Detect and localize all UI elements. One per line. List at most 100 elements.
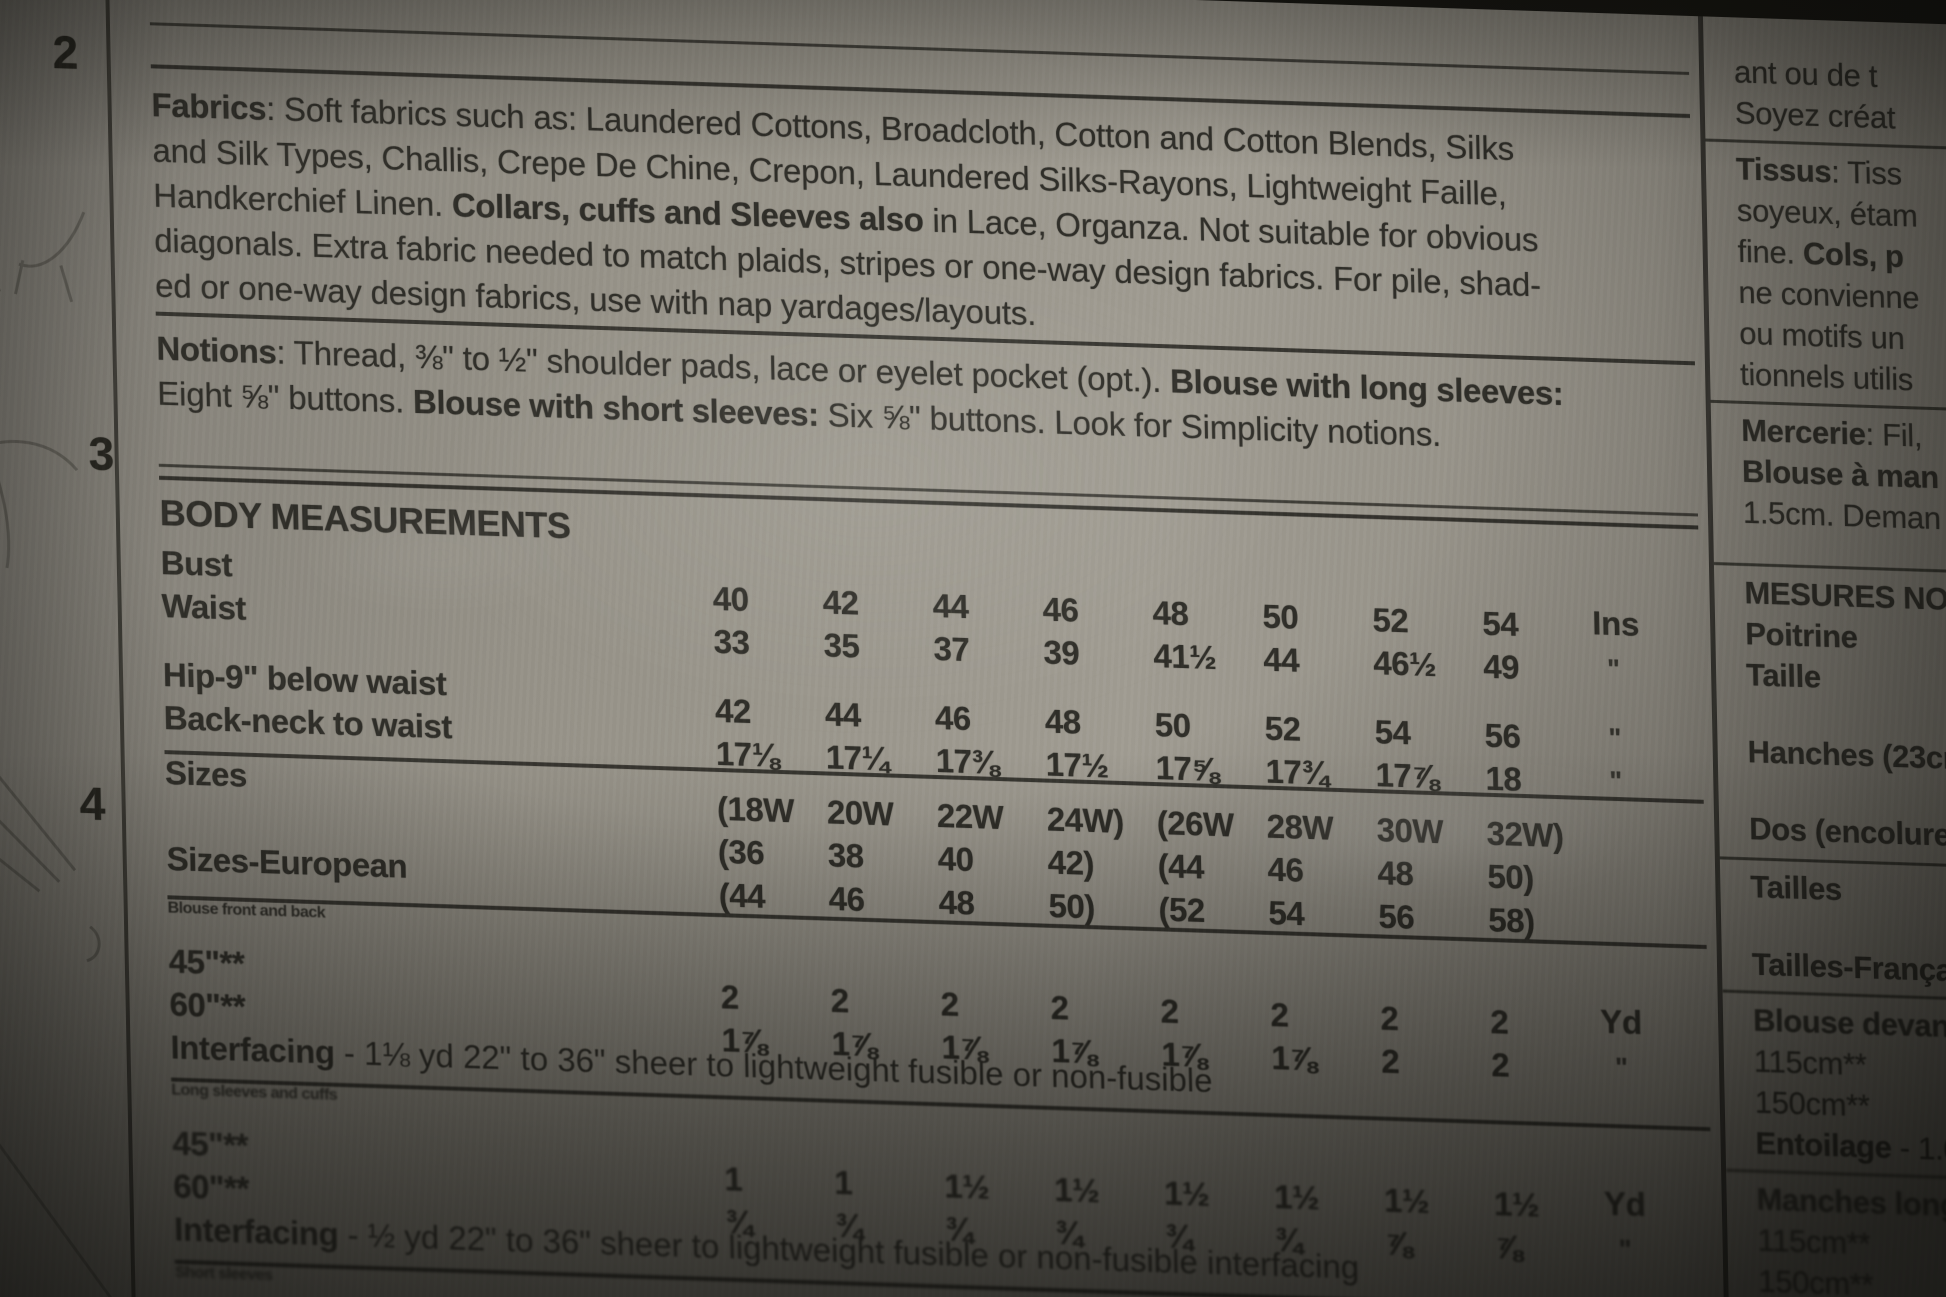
row-value: 2 bbox=[720, 978, 740, 1016]
view-number-3: 3 bbox=[88, 427, 115, 481]
row-value: 50) bbox=[1048, 886, 1096, 926]
row-value: 1⅞ bbox=[1161, 1035, 1207, 1074]
row-value: 2 bbox=[1380, 1042, 1400, 1081]
french-section: Mercerie: Fil, Blouse à man 1.5cm. Deman bbox=[1710, 399, 1946, 547]
row-value: 2 bbox=[1490, 1003, 1509, 1041]
french-section: Blouse devant et115cm**150cm**Entoilage … bbox=[1722, 989, 1946, 1177]
text-line: Soyez créat bbox=[1734, 95, 1896, 136]
row-unit bbox=[1597, 857, 1707, 861]
row-unit: " bbox=[1618, 1234, 1632, 1265]
french-section: Tissus: Tiss soyeux, étam fine. Cols, p ne … bbox=[1705, 138, 1946, 409]
row-value: 48 bbox=[1152, 593, 1189, 633]
row-value: ⅞ bbox=[1384, 1224, 1413, 1263]
french-section: Tailles Tailles-Français bbox=[1719, 856, 1946, 998]
main-column: Fabrics: Soft fabrics such as: Laundered… bbox=[109, 0, 1728, 1297]
row-value: 56 bbox=[1484, 716, 1521, 755]
row-value: 52 bbox=[1372, 601, 1409, 640]
row-unit: " bbox=[1614, 1052, 1628, 1083]
row-value: 1½ bbox=[1053, 1171, 1100, 1210]
row-value: 56 bbox=[1378, 897, 1415, 936]
row-value: (36 bbox=[717, 833, 765, 872]
row-unit: Ins bbox=[1591, 604, 1640, 643]
text-line: 1.5cm. Deman bbox=[1742, 494, 1942, 537]
row-value: 2 bbox=[830, 981, 849, 1020]
row-value: ¾ bbox=[944, 1210, 973, 1249]
row-value: 46 bbox=[828, 879, 865, 918]
row-value: ¾ bbox=[1164, 1217, 1193, 1256]
body-measurements-table: Bust 40 42 44 46 48 50 52 54 Ins Waist 33 35 37 39 41½ 4… bbox=[160, 544, 1703, 798]
row-value: 2 bbox=[1050, 988, 1069, 1027]
row-value: 38 bbox=[827, 836, 864, 875]
row-unit: " bbox=[1609, 765, 1623, 797]
row-value: 46 bbox=[1267, 850, 1304, 889]
row-value: 17⅜ bbox=[935, 741, 999, 782]
french-section: ant ou de t Soyez créat bbox=[1734, 51, 1946, 147]
row-unit: " bbox=[1606, 653, 1620, 685]
row-value: 24W) bbox=[1046, 800, 1125, 841]
row-value: 46½ bbox=[1372, 644, 1437, 684]
row-value: 17½ bbox=[1045, 745, 1109, 785]
row-value: 37 bbox=[933, 629, 970, 669]
row-unit bbox=[1596, 814, 1706, 818]
row-value: 1½ bbox=[1493, 1185, 1540, 1224]
top-rule bbox=[149, 22, 1690, 75]
row-value: 46 bbox=[1042, 590, 1079, 629]
row-value: 42 bbox=[714, 691, 752, 731]
row-value: 48 bbox=[1377, 854, 1414, 893]
row-value: 1½ bbox=[943, 1167, 990, 1206]
row-value: 44 bbox=[932, 586, 969, 626]
row-value: 2 bbox=[1380, 999, 1399, 1038]
text-line: tionnels utilis bbox=[1739, 356, 1914, 398]
row-value: 1⅞ bbox=[1051, 1031, 1097, 1071]
row-value: ⅞ bbox=[1494, 1228, 1523, 1267]
row-value: 17¼ bbox=[825, 738, 889, 778]
row-value: 1⅞ bbox=[941, 1028, 987, 1067]
row-unit bbox=[1598, 900, 1708, 904]
row-value: 54 bbox=[1268, 893, 1305, 933]
row-value: 54 bbox=[1482, 604, 1519, 643]
row-value: 1½ bbox=[1383, 1181, 1430, 1221]
row-value: 18 bbox=[1485, 759, 1522, 798]
row-value: 1⅞ bbox=[1271, 1038, 1317, 1078]
row-value: 32W) bbox=[1486, 814, 1564, 855]
row-value: 30W bbox=[1376, 811, 1444, 851]
row-value: 17⅛ bbox=[715, 734, 779, 774]
row-value: 20W bbox=[826, 793, 894, 833]
text-line: 150cm** bbox=[1757, 1263, 1874, 1297]
row-value: (52 bbox=[1158, 890, 1206, 929]
text-line: Dos (encolure à bbox=[1748, 811, 1946, 853]
row-value: ¾ bbox=[1054, 1214, 1083, 1253]
french-column: ant ou de t Soyez créat Tissus: Tiss soyeux… bbox=[1697, 16, 1946, 1297]
row-value: 50 bbox=[1262, 597, 1299, 636]
row-value: 17⅞ bbox=[1375, 756, 1439, 796]
row-value: 48 bbox=[1044, 702, 1081, 741]
row-value: 1 bbox=[834, 1163, 853, 1202]
row-value: 48 bbox=[938, 883, 975, 922]
row-unit: Yd bbox=[1599, 1002, 1643, 1041]
row-value: 46 bbox=[934, 698, 972, 738]
row-value: 41½ bbox=[1153, 636, 1217, 677]
row-value: 52 bbox=[1264, 709, 1301, 748]
text-line: Entoilage - 1.00m bbox=[1755, 1125, 1946, 1169]
row-value: 1 bbox=[724, 1160, 743, 1199]
row-value: 17⅝ bbox=[1155, 749, 1219, 789]
row-value: 2 bbox=[1490, 1046, 1510, 1084]
row-value: 40 bbox=[937, 840, 974, 879]
view-number-2: 2 bbox=[52, 26, 79, 79]
row-value: 44 bbox=[1263, 640, 1300, 679]
row-value: (18W bbox=[716, 789, 795, 830]
row-value: 50) bbox=[1487, 857, 1535, 897]
row-value: 39 bbox=[1043, 633, 1080, 672]
french-section: MESURES NOR Poitrine Taille Hanches (23cm Do… bbox=[1713, 562, 1946, 863]
fabrics-paragraph: Fabrics: Soft fabrics such as: Laundered… bbox=[151, 82, 1695, 357]
row-value: 35 bbox=[823, 626, 860, 665]
row-value: 49 bbox=[1482, 647, 1520, 686]
row-value: 58) bbox=[1487, 900, 1535, 940]
row-value: (44 bbox=[718, 876, 766, 915]
row-value: 2 bbox=[1160, 992, 1179, 1030]
row-value: 54 bbox=[1374, 713, 1411, 752]
row-value: 40 bbox=[712, 579, 749, 618]
row-value: 33 bbox=[713, 622, 750, 661]
